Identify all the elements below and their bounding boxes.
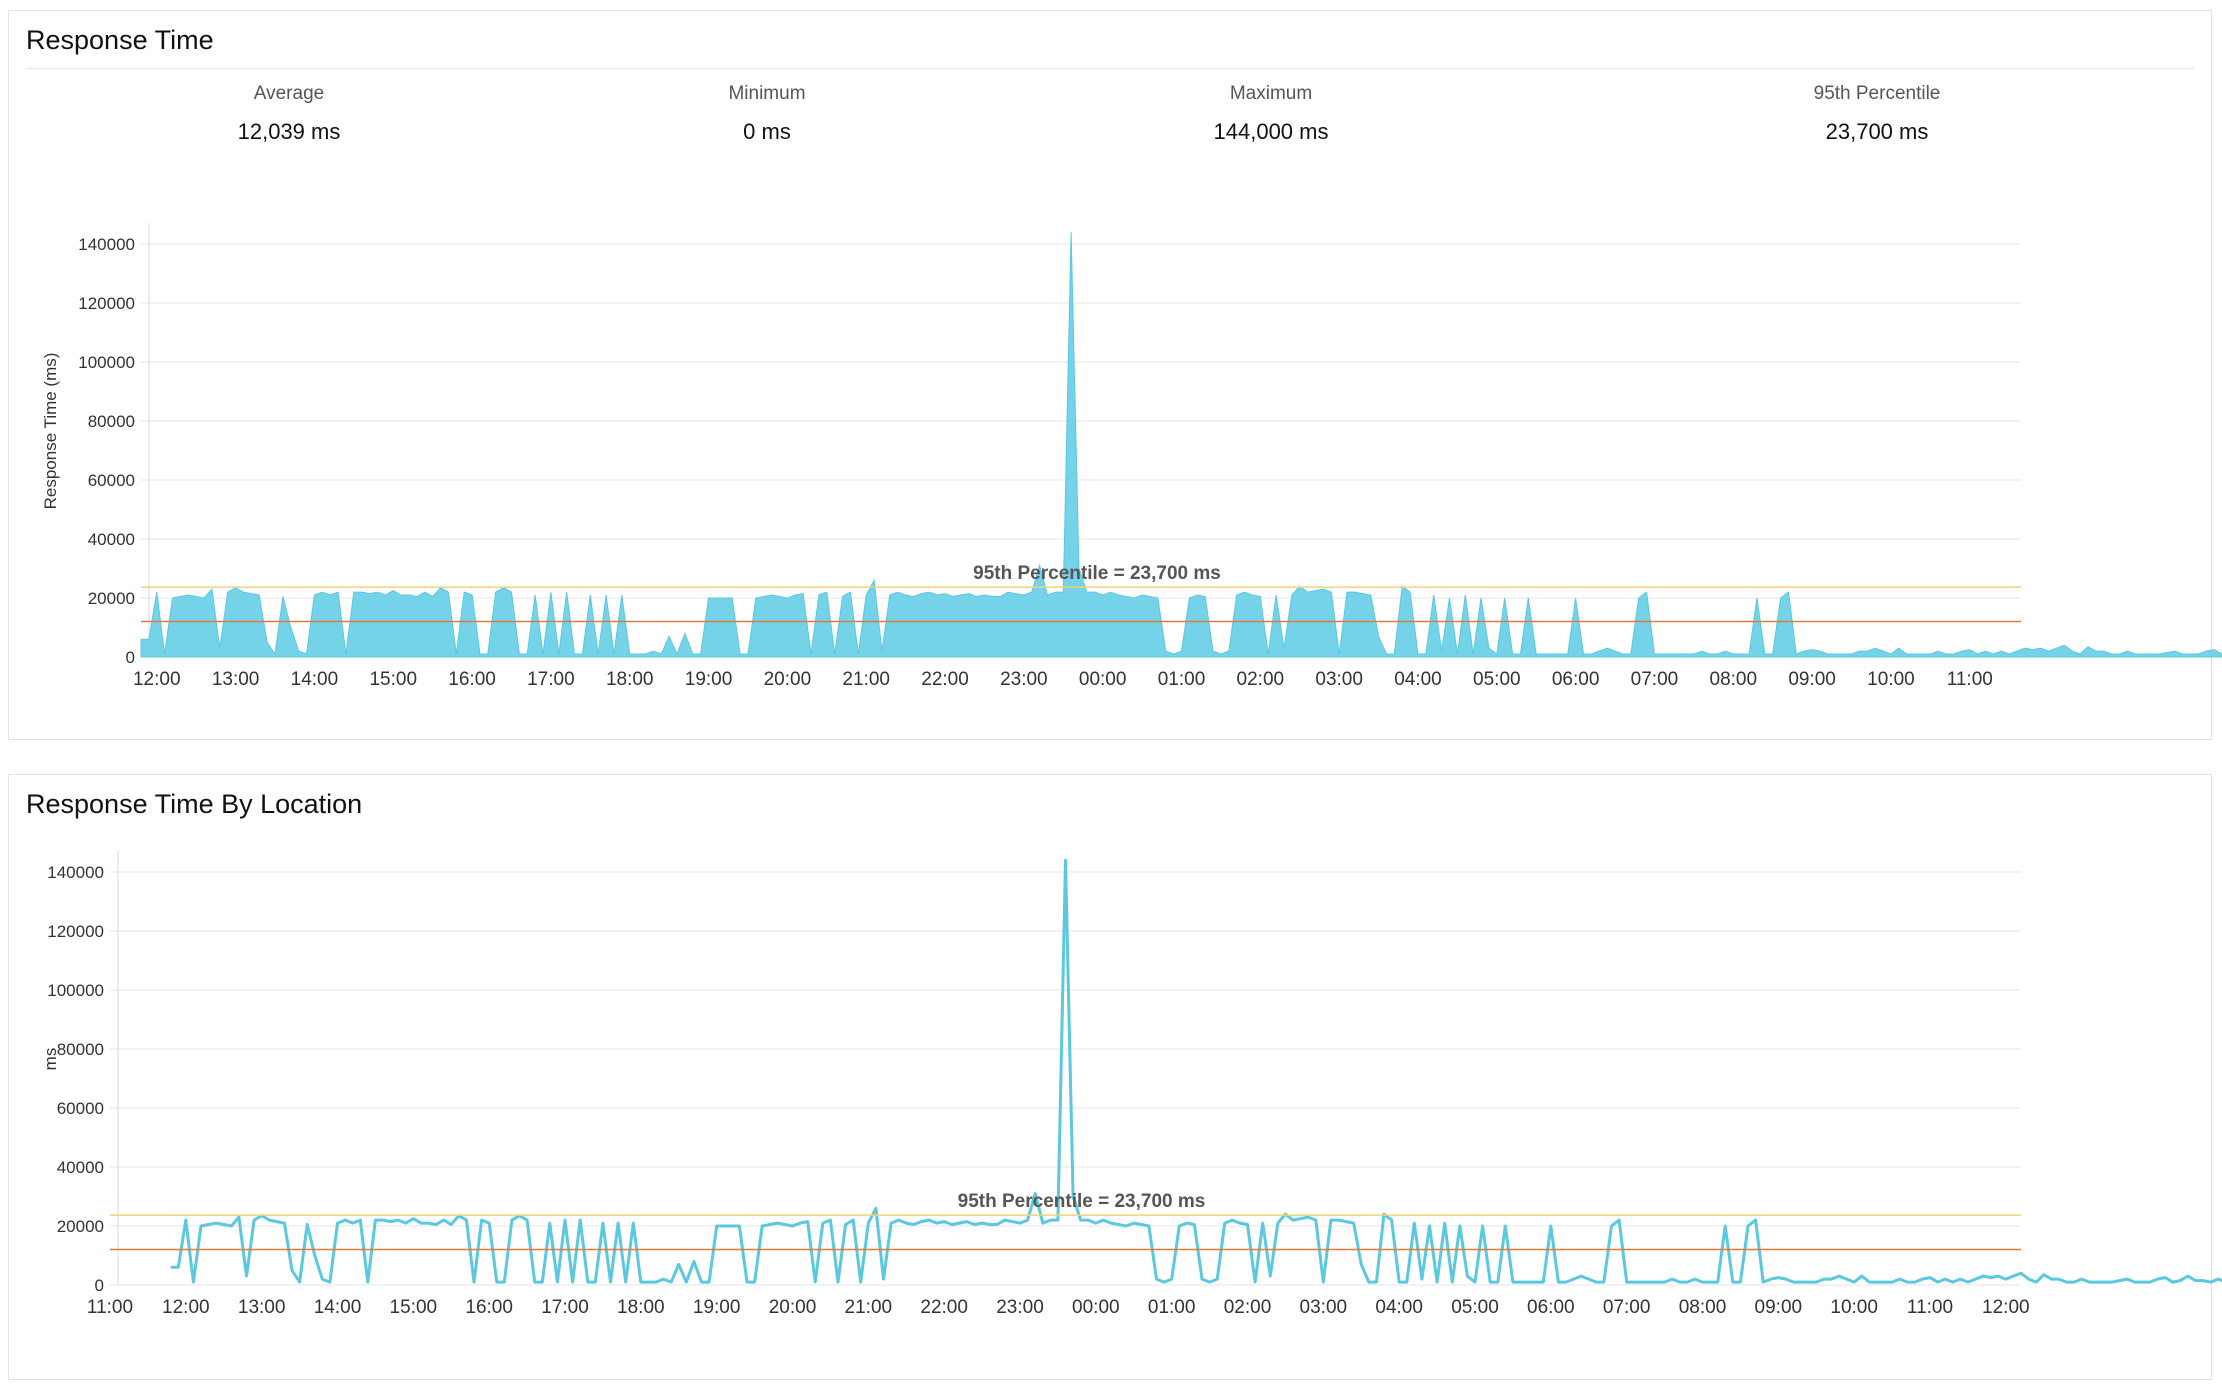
x-tick-label: 16:00 (448, 669, 496, 690)
x-tick-label: 12:00 (1982, 1297, 2030, 1318)
x-tick-label: 05:00 (1473, 669, 1521, 690)
x-tick-label: 04:00 (1375, 1297, 1423, 1318)
y-tick-label: 60000 (57, 1099, 104, 1118)
x-tick-label: 15:00 (390, 1297, 438, 1318)
x-tick-label: 01:00 (1148, 1297, 1196, 1318)
x-tick-label: 09:00 (1755, 1297, 1803, 1318)
y-tick-label: 120000 (47, 922, 104, 941)
y-tick-label: 100000 (47, 981, 104, 1000)
stat-value: 12,039 ms (237, 119, 341, 144)
stat-label: 95th Percentile (1813, 83, 1941, 104)
x-tick-label: 04:00 (1394, 669, 1442, 690)
stat-value: 144,000 ms (1213, 119, 1329, 144)
x-tick-label: 20:00 (769, 1297, 817, 1318)
panel-title: Response Time (26, 25, 214, 55)
x-tick-label: 00:00 (1079, 669, 1127, 690)
x-tick-label: 02:00 (1224, 1297, 1272, 1318)
x-tick-label: 16:00 (465, 1297, 513, 1318)
response-time-by-location-panel: Response Time By Location 0 20000 40000 600… (8, 774, 2222, 1380)
x-tick-label: 14:00 (291, 669, 339, 690)
panel-title: Response Time By Location (26, 789, 363, 819)
x-tick-label: 06:00 (1552, 669, 1600, 690)
y-axis-label: ms (41, 1048, 60, 1071)
x-tick-label: 08:00 (1679, 1297, 1727, 1318)
percentile-label: 95th Percentile = 23,700 ms (973, 563, 1221, 584)
x-tick-label: 14:00 (314, 1297, 362, 1318)
y-tick-label: 140000 (47, 863, 104, 882)
x-tick-label: 11:00 (1947, 669, 1993, 690)
stat-label: Minimum (728, 83, 806, 104)
stat-label: Maximum (1229, 83, 1313, 104)
x-tick-label: 17:00 (527, 669, 575, 690)
y-tick-label: 60000 (88, 471, 135, 490)
x-tick-label: 00:00 (1072, 1297, 1120, 1318)
y-tick-label: 100000 (78, 353, 135, 372)
x-tick-label: 20:00 (764, 669, 812, 690)
stat-maximum: Maximum 144,000 ms (1121, 83, 1421, 145)
stat-value: 23,700 ms (1825, 119, 1929, 144)
x-tick-label: 07:00 (1603, 1297, 1651, 1318)
x-tick-label: 11:00 (87, 1297, 133, 1318)
y-tick-label: 40000 (57, 1158, 104, 1177)
y-tick-label: 80000 (57, 1040, 104, 1059)
x-tick-label: 18:00 (606, 669, 654, 690)
y-tick-label: 20000 (88, 589, 135, 608)
response-time-area (140, 232, 2222, 658)
x-tick-label: 21:00 (842, 669, 890, 690)
x-tick-label: 22:00 (920, 1297, 968, 1318)
response-time-chart: 0 20000 40000 60000 80000 100000 120000 140000 R… (41, 223, 2222, 690)
x-tick-label: 19:00 (693, 1297, 741, 1318)
x-tick-label: 17:00 (541, 1297, 589, 1318)
stat-average: Average 12,039 ms (139, 83, 439, 145)
x-tick-label: 13:00 (238, 1297, 286, 1318)
x-tick-label: 12:00 (133, 669, 181, 690)
stat-value: 0 ms (743, 119, 791, 144)
x-tick-label: 10:00 (1867, 669, 1915, 690)
y-tick-label: 140000 (78, 235, 135, 254)
x-tick-label: 03:00 (1300, 1297, 1348, 1318)
x-tick-label: 08:00 (1710, 669, 1758, 690)
x-tick-label: 23:00 (996, 1297, 1044, 1318)
response-time-panel: Response Time Average 12,039 ms Minimum … (8, 10, 2222, 740)
x-tick-label: 01:00 (1158, 669, 1206, 690)
x-tick-label: 05:00 (1451, 1297, 1499, 1318)
x-tick-label: 13:00 (212, 669, 260, 690)
y-tick-label: 0 (126, 648, 135, 667)
x-tick-label: 18:00 (617, 1297, 665, 1318)
x-tick-label: 02:00 (1237, 669, 1285, 690)
x-tick-label: 03:00 (1315, 669, 1363, 690)
x-tick-label: 22:00 (921, 669, 969, 690)
x-tick-label: 21:00 (845, 1297, 893, 1318)
y-tick-label: 40000 (88, 530, 135, 549)
stat-95th-percentile: 95th Percentile 23,700 ms (1727, 83, 2027, 145)
panel-divider (26, 68, 2194, 69)
stat-label: Average (253, 83, 325, 104)
y-tick-label: 20000 (57, 1217, 104, 1236)
x-tick-label: 10:00 (1830, 1297, 1878, 1318)
x-tick-label: 07:00 (1631, 669, 1679, 690)
y-tick-label: 0 (95, 1276, 104, 1295)
x-tick-label: 19:00 (685, 669, 733, 690)
x-tick-label: 11:00 (1907, 1297, 1953, 1318)
response-time-line (170, 858, 2222, 1284)
x-tick-label: 09:00 (1788, 669, 1836, 690)
x-tick-label: 12:00 (162, 1297, 210, 1318)
y-axis-label: Response Time (ms) (41, 353, 60, 510)
response-time-by-location-chart: 0 20000 40000 60000 80000 100000 120000 140000 m… (41, 851, 2222, 1318)
stats-row: Average 12,039 ms Minimum 0 ms Maximum 1… (9, 83, 2211, 163)
x-tick-label: 23:00 (1000, 669, 1048, 690)
x-tick-label: 06:00 (1527, 1297, 1575, 1318)
percentile-label: 95th Percentile = 23,700 ms (958, 1191, 1206, 1212)
x-tick-label: 15:00 (369, 669, 417, 690)
stat-minimum: Minimum 0 ms (617, 83, 917, 145)
y-tick-label: 80000 (88, 412, 135, 431)
y-tick-label: 120000 (78, 294, 135, 313)
